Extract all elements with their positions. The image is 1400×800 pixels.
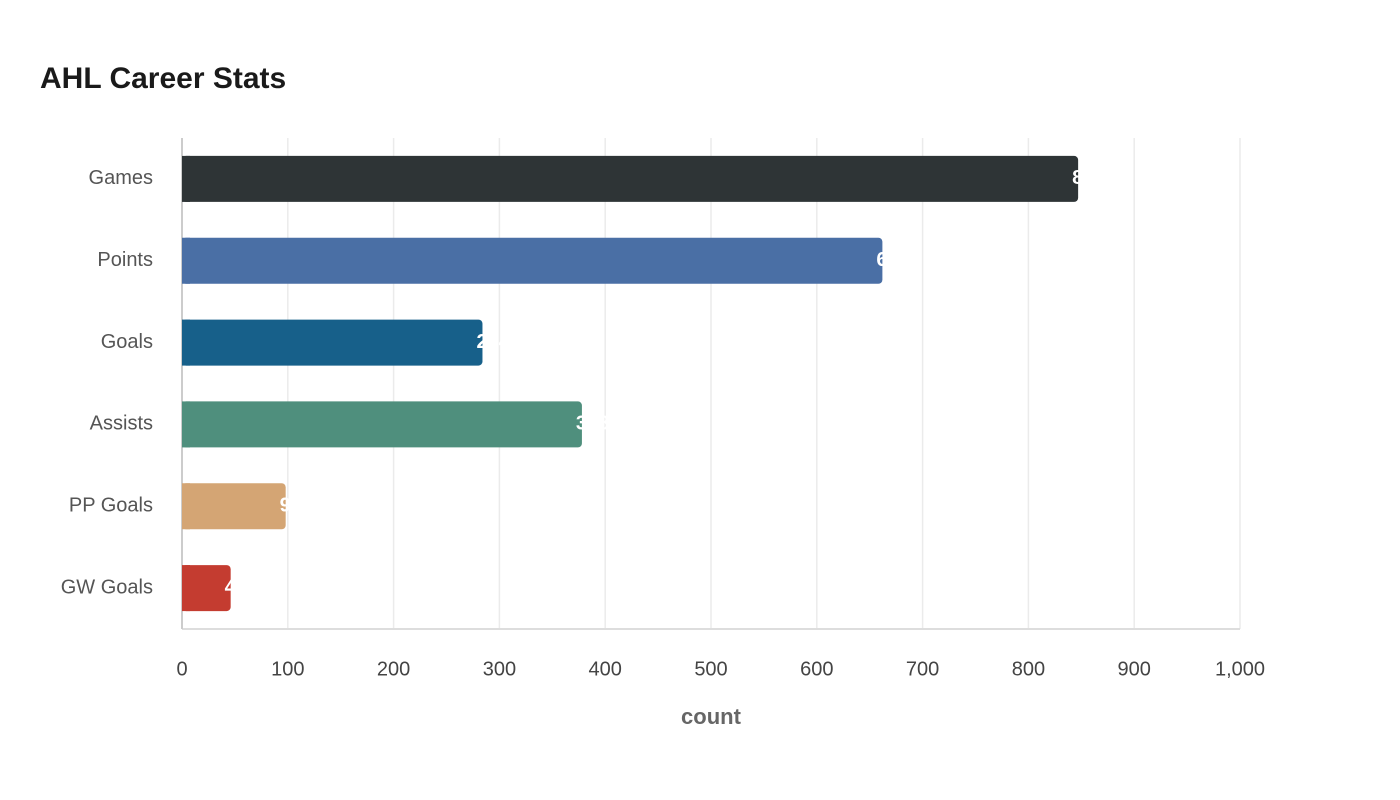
bar xyxy=(182,483,286,530)
value-label: 284 xyxy=(476,331,510,353)
x-tick-label: 200 xyxy=(377,658,410,680)
value-label: 662 xyxy=(876,249,909,271)
y-tick-label: Games xyxy=(89,167,153,189)
x-tick-label: 0 xyxy=(176,658,187,680)
x-tick-label: 400 xyxy=(589,658,622,680)
x-tick-label: 600 xyxy=(800,658,833,680)
bar-corner xyxy=(182,401,190,448)
value-label: 847 xyxy=(1072,167,1105,189)
value-label: 378 xyxy=(576,413,609,435)
bar xyxy=(182,401,582,448)
x-tick-label: 700 xyxy=(906,658,939,680)
x-tick-label: 500 xyxy=(694,658,727,680)
value-label: 46 xyxy=(225,576,247,598)
value-label: 98 xyxy=(280,495,302,517)
x-tick-label: 800 xyxy=(1012,658,1045,680)
bar xyxy=(182,155,1079,202)
y-tick-label: Points xyxy=(97,249,153,271)
y-tick-label: Goals xyxy=(101,331,153,353)
bar-corner xyxy=(182,565,190,612)
x-tick-label: 1,000 xyxy=(1215,658,1265,680)
x-tick-label: 900 xyxy=(1118,658,1151,680)
bar xyxy=(182,319,483,366)
bar-corner xyxy=(182,483,190,530)
bar-corner xyxy=(182,319,190,366)
y-tick-label: Assists xyxy=(90,413,153,435)
bar-corner xyxy=(182,237,190,284)
chart-title: AHL Career Stats xyxy=(40,62,286,95)
y-tick-label: PP Goals xyxy=(69,495,153,517)
x-tick-label: 100 xyxy=(271,658,304,680)
bar-corner xyxy=(182,155,190,202)
x-tick-label: 300 xyxy=(483,658,516,680)
bar xyxy=(182,565,231,612)
bar xyxy=(182,237,883,284)
x-axis-label: count xyxy=(681,704,742,729)
y-tick-label: GW Goals xyxy=(61,576,153,598)
